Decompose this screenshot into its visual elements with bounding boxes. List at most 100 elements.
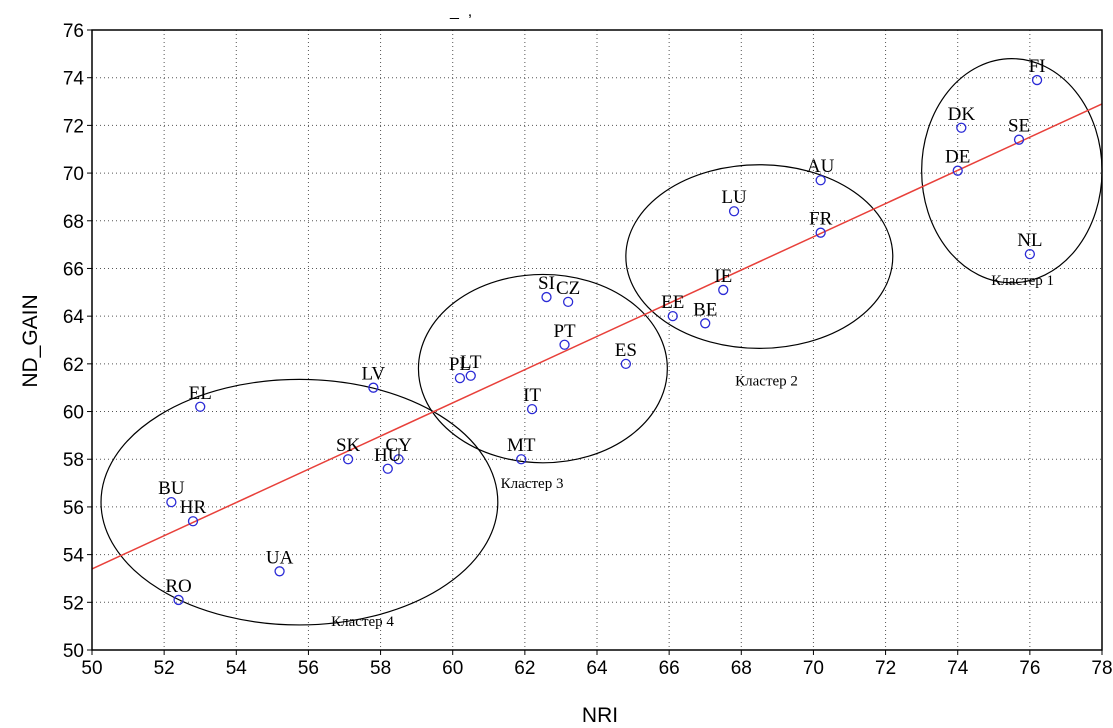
data-point xyxy=(562,296,574,307)
y-tick-label: 66 xyxy=(63,259,84,280)
fit-line xyxy=(91,103,1103,570)
cluster-ellipses: Кластер 1 Кластер 2 Кластер 3 Кластер 4 xyxy=(100,58,1103,630)
data-point xyxy=(956,122,967,133)
point-label: SE xyxy=(1008,116,1030,137)
x-tick-label: 72 xyxy=(875,658,896,679)
y-tick-label: 54 xyxy=(63,546,85,567)
point-label: FR xyxy=(809,209,833,230)
fit-line-group xyxy=(91,103,1103,570)
y-tick-label: 56 xyxy=(63,498,84,519)
data-point xyxy=(382,463,393,474)
point-label: FI xyxy=(1029,56,1046,77)
y-tick-label: 60 xyxy=(63,403,84,424)
x-tick-label: 58 xyxy=(370,658,391,679)
point-label: HU xyxy=(374,445,402,466)
point-label: LT xyxy=(460,352,482,373)
data-point xyxy=(667,311,678,322)
point-label: DE xyxy=(945,147,970,168)
cluster-ellipse xyxy=(625,164,894,349)
data-point xyxy=(718,284,729,296)
data-point xyxy=(342,454,354,465)
x-tick-label: 64 xyxy=(586,658,608,679)
data-point xyxy=(274,566,285,577)
data-point xyxy=(1024,249,1036,260)
x-tick-label: 54 xyxy=(226,658,248,679)
point-label: SK xyxy=(336,435,361,456)
point-label: NL xyxy=(1017,230,1042,251)
data-point xyxy=(952,165,963,176)
point-label: LU xyxy=(721,187,747,208)
point-label: PT xyxy=(553,321,576,342)
data-point xyxy=(173,594,184,606)
data-point xyxy=(728,206,740,217)
data-point xyxy=(368,382,379,393)
cluster-label: Кластер 3 xyxy=(501,476,564,492)
y-tick-label: 62 xyxy=(63,355,84,376)
point-label: EE xyxy=(661,292,684,313)
x-tick-label: 76 xyxy=(1019,658,1040,679)
x-tick-label: 62 xyxy=(514,658,535,679)
x-tick-label: 52 xyxy=(154,658,175,679)
cluster-label: Кластер 4 xyxy=(331,614,394,630)
point-label: RO xyxy=(165,576,191,597)
point-label: HR xyxy=(180,497,207,518)
x-tick-label: 56 xyxy=(298,658,319,679)
point-label: IT xyxy=(523,385,541,406)
point-label: MT xyxy=(507,435,536,456)
point-label: LV xyxy=(362,364,386,385)
data-point xyxy=(166,497,177,508)
data-point xyxy=(526,404,538,415)
data-point xyxy=(195,401,206,412)
point-label: CZ xyxy=(556,278,580,299)
point-label: EL xyxy=(189,383,212,404)
data-point xyxy=(465,370,476,381)
y-tick-label: 58 xyxy=(63,450,84,471)
data-point xyxy=(1031,74,1043,86)
cluster-label: Кластер 1 xyxy=(991,273,1054,289)
y-axis-title: ND_GAIN xyxy=(19,294,42,387)
x-tick-label: 68 xyxy=(731,658,752,679)
data-point xyxy=(187,516,199,527)
data-point xyxy=(541,291,552,303)
point-label: BE xyxy=(693,299,717,320)
data-point xyxy=(454,373,466,384)
point-label: CY xyxy=(385,435,412,456)
y-tick-label: 74 xyxy=(63,69,85,90)
x-tick-label: 74 xyxy=(947,658,969,679)
y-tick-label: 72 xyxy=(63,116,84,137)
data-point xyxy=(815,227,826,238)
data-point xyxy=(1013,134,1025,145)
y-tick-label: 64 xyxy=(63,307,85,328)
data-point xyxy=(393,454,404,465)
y-tick-label: 52 xyxy=(63,593,84,614)
y-tick-label: 76 xyxy=(63,21,84,42)
point-label: SI xyxy=(538,273,555,294)
x-tick-label: 78 xyxy=(1091,658,1112,679)
cluster-ellipse xyxy=(417,273,668,464)
cluster-label: Кластер 2 xyxy=(735,373,798,389)
grid xyxy=(92,30,1102,650)
cluster-ellipse xyxy=(100,378,499,626)
tick-labels: 50 52 54 56 58 60 62 64 66 68 70 72 74 76 78 50 52 54 56 58… xyxy=(63,21,1113,679)
plot-frame xyxy=(91,29,1103,651)
x-tick-label: 50 xyxy=(81,658,102,679)
point-label: PL xyxy=(449,354,471,375)
point-label: DK xyxy=(948,104,976,125)
point-label: UA xyxy=(266,547,294,568)
data-point xyxy=(700,318,711,329)
x-tick-label: 66 xyxy=(659,658,680,679)
x-tick-label: 70 xyxy=(803,658,824,679)
x-axis-title: NRI xyxy=(582,704,618,727)
data-point xyxy=(516,454,527,465)
y-tick-label: 50 xyxy=(63,641,84,662)
y-tick-label: 68 xyxy=(63,212,84,233)
point-label: ES xyxy=(615,340,637,361)
y-tick-label: 70 xyxy=(63,164,84,185)
cluster-ellipse xyxy=(921,58,1103,284)
x-tick-label: 60 xyxy=(442,658,463,679)
data-point xyxy=(559,339,570,350)
chart-title-fragment: _ , xyxy=(449,3,472,20)
point-label: IE xyxy=(714,266,732,287)
data-point xyxy=(815,175,826,186)
